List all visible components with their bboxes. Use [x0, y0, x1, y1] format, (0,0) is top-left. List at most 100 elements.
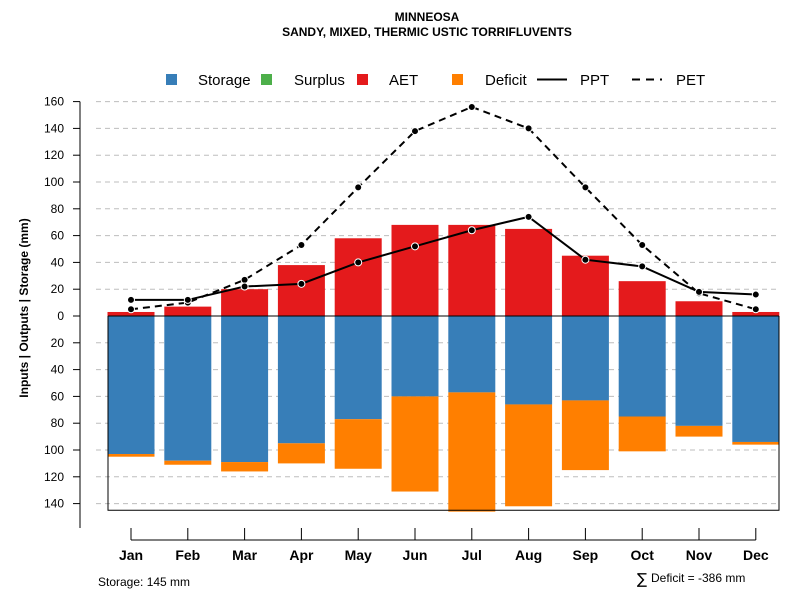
- aet-bar: [732, 311, 780, 316]
- x-tick-label: Nov: [686, 547, 713, 563]
- legend-label-storage: Storage: [198, 72, 251, 89]
- storage-bar: [334, 316, 382, 420]
- aet-bar: [391, 224, 439, 316]
- legend-swatch-surplus: [261, 74, 272, 85]
- aet-bar: [618, 281, 666, 316]
- storage-bar: [448, 316, 496, 393]
- deficit-bar: [448, 392, 496, 512]
- deficit-bar: [334, 419, 382, 469]
- aet-bar: [505, 228, 553, 316]
- y-tick-label: 140: [44, 121, 64, 135]
- storage-bar: [107, 316, 155, 455]
- ppt-point: [411, 242, 419, 251]
- y-tick-label: 0: [57, 309, 64, 323]
- x-tick-label: May: [345, 547, 372, 563]
- ppt-point: [354, 258, 363, 267]
- x-tick-label: Dec: [743, 547, 769, 563]
- chart-legend: Storage Surplus AET Deficit PPT PET: [166, 72, 705, 89]
- y-tick-label: 120: [44, 148, 64, 162]
- x-tick-label: Mar: [232, 547, 257, 563]
- legend-label-ppt: PPT: [580, 72, 609, 89]
- aet-bar: [277, 265, 325, 316]
- aet-bar: [448, 224, 496, 316]
- pet-point: [581, 183, 590, 192]
- legend-swatch-storage: [166, 74, 177, 85]
- ppt-point: [183, 295, 192, 304]
- y-tick-label: 140: [44, 497, 64, 511]
- pet-point: [127, 305, 135, 314]
- storage-capacity-note: Storage: 145 mm: [98, 575, 190, 589]
- storage-bar: [277, 316, 325, 444]
- deficit-bar: [732, 441, 780, 445]
- deficit-bar: [164, 460, 212, 465]
- lines: [127, 102, 760, 314]
- storage-capacity-box: [107, 316, 780, 511]
- legend-label-aet: AET: [389, 72, 418, 89]
- x-tick-label: Jun: [403, 547, 428, 563]
- deficit-bar: [391, 396, 439, 492]
- y-tick-label: 60: [51, 229, 65, 243]
- pet-point: [524, 124, 533, 133]
- aet-bar: [221, 289, 269, 316]
- storage-bar: [221, 316, 269, 463]
- aet-bar: [164, 306, 212, 316]
- x-tick-label: Oct: [631, 547, 655, 563]
- x-tick-label: Aug: [515, 547, 542, 563]
- deficit-bar: [561, 400, 609, 471]
- pet-point: [240, 275, 249, 284]
- aet-bar: [334, 238, 382, 316]
- ppt-point: [524, 212, 533, 221]
- x-tick-label: Apr: [289, 547, 314, 563]
- ppt-point: [240, 282, 249, 291]
- legend-label-pet: PET: [676, 72, 705, 89]
- storage-bar: [164, 316, 212, 461]
- x-tick-label: Feb: [175, 547, 200, 563]
- x-tick-label: Jan: [119, 547, 143, 563]
- y-axis: 0 20 40 60 80 100 120 140 160 20 40 60 80 100 120 140: [44, 95, 81, 528]
- deficit-bar: [107, 454, 155, 457]
- y-tick-label: 80: [51, 416, 65, 430]
- sum-symbol: ∑: [637, 570, 647, 588]
- legend-swatch-deficit: [452, 74, 463, 85]
- chart-subtitle: SANDY, MIXED, THERMIC USTIC TORRIFLUVENT…: [282, 25, 572, 39]
- y-tick-label: 160: [44, 95, 64, 109]
- ppt-line: [131, 215, 756, 301]
- pet-point: [751, 305, 760, 314]
- y-tick-label: 40: [51, 255, 65, 269]
- ppt-point: [127, 295, 135, 304]
- y-tick-label: 20: [51, 282, 65, 296]
- storage-bar: [561, 316, 609, 401]
- aet-bar: [107, 311, 155, 316]
- pet-point: [467, 102, 476, 111]
- bars: [107, 224, 780, 512]
- storage-bar: [505, 316, 553, 405]
- y-tick-label: 100: [44, 175, 64, 189]
- aet-bar: [561, 255, 609, 316]
- storage-bar: [732, 316, 780, 442]
- storage-bar: [675, 316, 723, 426]
- deficit-bar: [221, 462, 269, 472]
- deficit-bar: [618, 416, 666, 452]
- x-axis: Jan Feb Mar Apr May Jun Jul Aug Sep Oct Nov Dec: [119, 528, 769, 563]
- chart-title: MINNEOSA: [395, 10, 460, 24]
- pet-point: [411, 127, 419, 136]
- storage-bar: [618, 316, 666, 417]
- x-tick-label: Jul: [462, 547, 482, 563]
- deficit-bar: [505, 404, 553, 507]
- deficit-total-note: Deficit = -386 mm: [651, 571, 745, 585]
- ppt-point: [751, 290, 760, 299]
- y-tick-label: 60: [51, 389, 65, 403]
- deficit-bar: [277, 443, 325, 464]
- pet-point: [638, 240, 647, 249]
- pet-point: [297, 240, 306, 249]
- ppt-point: [695, 287, 703, 296]
- ppt-point: [581, 255, 590, 264]
- pet-point: [354, 183, 363, 192]
- ppt-point: [467, 226, 476, 235]
- pet-line: [130, 105, 757, 311]
- ppt-point: [297, 279, 306, 288]
- legend-label-surplus: Surplus: [294, 72, 345, 89]
- x-tick-label: Sep: [573, 547, 599, 563]
- legend-swatch-aet: [357, 74, 368, 85]
